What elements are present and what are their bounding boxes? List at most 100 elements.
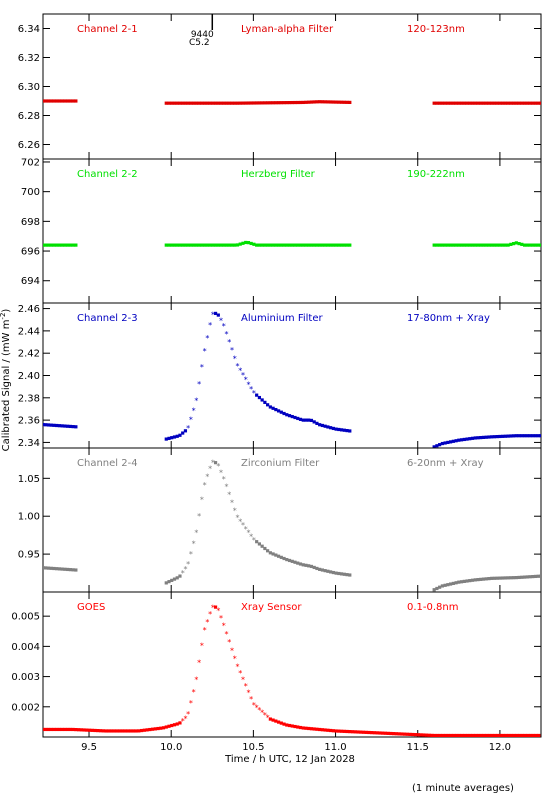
- data-point: [156, 726, 160, 731]
- data-point: [457, 243, 461, 247]
- data-point: [348, 429, 352, 433]
- data-point: [71, 727, 75, 732]
- data-point: [170, 578, 174, 582]
- data-point: [512, 101, 516, 105]
- data-point: [274, 243, 278, 247]
- data-point: [189, 243, 193, 247]
- data-point: *: [211, 604, 215, 613]
- data-point: [465, 101, 469, 105]
- data-point: [455, 733, 459, 737]
- data-point: [150, 727, 155, 731]
- data-point: [60, 567, 64, 571]
- y-tick-label: 6.32: [18, 53, 40, 64]
- data-point: [337, 100, 341, 104]
- y-tick-label: 2.34: [18, 438, 40, 449]
- data-point: [451, 439, 455, 443]
- data-point: [153, 727, 157, 731]
- data-point: [512, 733, 516, 737]
- data-point: [323, 100, 327, 104]
- data-point: [74, 243, 78, 247]
- data-point: [175, 101, 179, 105]
- data-point: [501, 243, 505, 247]
- panels: 6.26 6.28 6.30 6.32 6.34 Channel 2-1 Lyman-alp…: [11, 13, 542, 753]
- data-point: [334, 243, 338, 247]
- data-point: [345, 429, 349, 433]
- y-tick-label: 6.34: [18, 24, 40, 35]
- data-point: [339, 572, 344, 576]
- data-point: [345, 573, 349, 577]
- data-point: [536, 434, 540, 438]
- data-point: [276, 409, 281, 413]
- data-point: [298, 100, 303, 105]
- data-point: [142, 728, 146, 732]
- panel-title: Channel 2-4: [77, 458, 138, 469]
- data-point: *: [225, 483, 229, 492]
- y-tick-label: 0.005: [11, 612, 40, 623]
- data-point: [490, 435, 494, 439]
- data-point: [471, 733, 475, 737]
- data-series: [43, 240, 541, 247]
- data-point: [438, 243, 442, 247]
- data-point: [241, 101, 245, 105]
- data-point: [257, 395, 262, 400]
- data-point: *: [244, 682, 248, 691]
- data-point: [164, 581, 168, 585]
- data-point: *: [189, 415, 193, 424]
- panel-title: Channel 2-2: [77, 169, 138, 180]
- data-point: [175, 243, 179, 247]
- data-point: [77, 728, 81, 732]
- data-point: [109, 729, 114, 733]
- data-point: [255, 393, 259, 397]
- data-point: [498, 101, 502, 105]
- data-point: *: [208, 321, 212, 330]
- data-point: [326, 100, 330, 104]
- data-point: [63, 727, 67, 732]
- data-point: [298, 725, 303, 730]
- data-point: [432, 588, 436, 592]
- data-point: [334, 571, 338, 575]
- data-point: [276, 720, 281, 724]
- data-point: [526, 733, 530, 737]
- data-point: [307, 243, 311, 247]
- data-point: [290, 100, 294, 105]
- data-point: [66, 727, 70, 732]
- data-point: [279, 410, 283, 414]
- data-point: [315, 243, 319, 247]
- panel-filter: Zirconium Filter: [241, 458, 320, 469]
- data-point: [531, 243, 535, 247]
- data-point: [71, 99, 75, 103]
- data-point: *: [186, 560, 190, 569]
- data-point: [506, 434, 510, 438]
- data-point: [257, 542, 262, 546]
- data-point: [359, 730, 363, 734]
- data-point: [244, 101, 248, 105]
- data-point: *: [216, 607, 220, 616]
- data-point: [533, 574, 538, 579]
- data-point: [68, 727, 72, 732]
- data-point: [170, 723, 174, 728]
- data-point: [74, 568, 78, 572]
- data-point: [82, 728, 86, 732]
- data-point: [331, 570, 335, 575]
- panel-4: 0.95 1.00 1.05 Channel 2-4 Zirconium Filter 6…: [18, 447, 542, 593]
- data-point: *: [238, 517, 242, 526]
- data-point: [298, 417, 303, 421]
- data-point: [60, 727, 64, 732]
- data-point: [107, 729, 111, 733]
- data-point: [159, 726, 163, 730]
- data-point: [329, 728, 333, 733]
- data-point: [476, 578, 480, 582]
- data-point: [503, 576, 507, 580]
- data-point: [490, 243, 494, 247]
- data-point: [470, 436, 475, 440]
- data-point: [438, 733, 442, 737]
- data-point: [79, 728, 83, 732]
- data-point: [186, 101, 190, 105]
- panel-2: 694 696 698 700 702 Channel 2-2 Herzberg Filte…: [21, 157, 542, 304]
- data-point: [285, 101, 289, 105]
- data-point: [274, 553, 278, 557]
- y-tick-label: 694: [21, 276, 40, 287]
- data-point: [260, 544, 264, 548]
- data-point: [320, 423, 325, 428]
